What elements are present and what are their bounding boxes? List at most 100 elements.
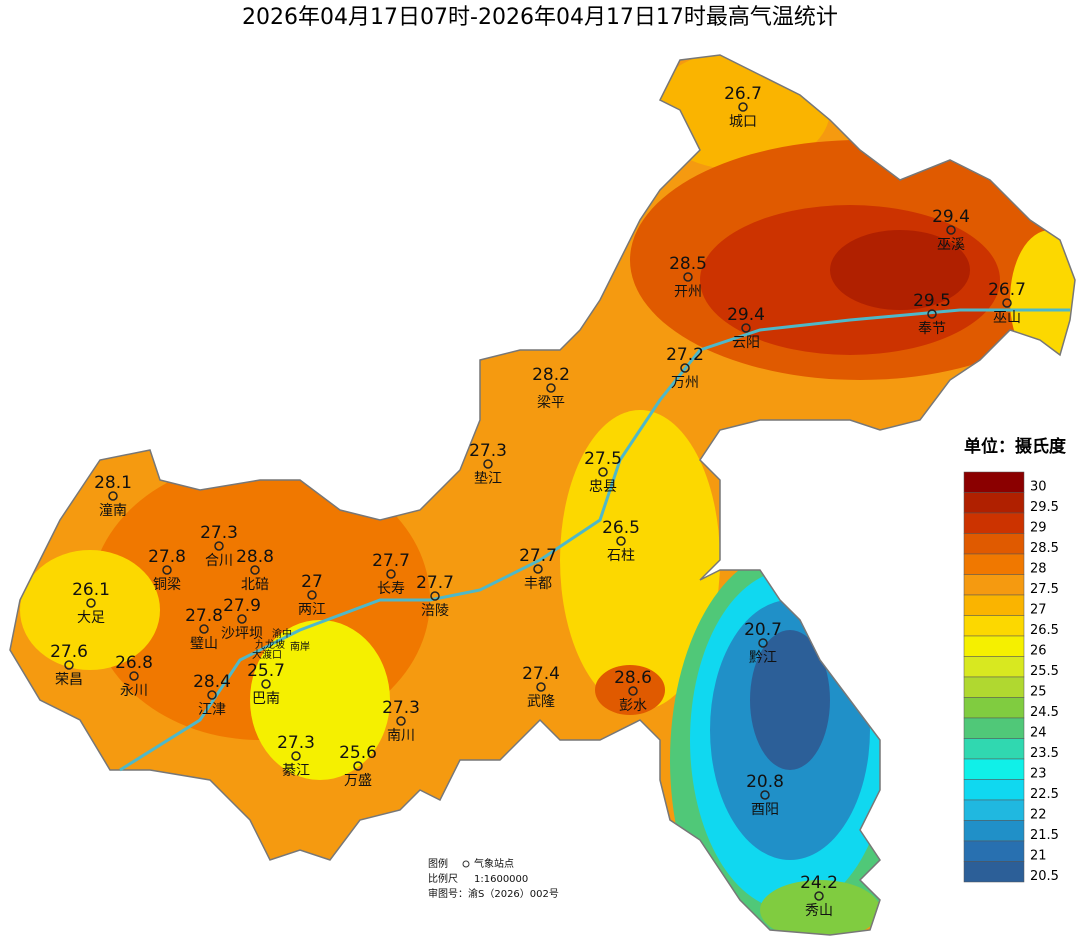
station-marker bbox=[814, 891, 824, 901]
legend-label: 25.5 bbox=[1030, 664, 1059, 679]
station-value: 27.3 bbox=[200, 523, 238, 543]
station-marker bbox=[683, 272, 693, 282]
station-value: 26.7 bbox=[988, 280, 1026, 300]
legend-swatch bbox=[963, 697, 1025, 719]
station-name: 垫江 bbox=[474, 471, 502, 487]
note: 图例 bbox=[428, 857, 448, 870]
legend-swatch bbox=[963, 758, 1025, 780]
title: 2026年04月17日07时-2026年04月17日17时最高气温统计 bbox=[242, 5, 838, 30]
station-value: 27.3 bbox=[382, 698, 420, 718]
legend-swatch bbox=[963, 779, 1025, 801]
legend-swatch bbox=[963, 840, 1025, 862]
station-marker bbox=[598, 467, 608, 477]
note: 气象站点 bbox=[474, 857, 514, 870]
station-name: 武隆 bbox=[527, 694, 555, 710]
legend-swatch bbox=[963, 533, 1025, 555]
station-value: 27.7 bbox=[519, 546, 557, 566]
station-value: 20.8 bbox=[746, 772, 784, 792]
station-value: 29.5 bbox=[913, 291, 951, 311]
station-name: 丰都 bbox=[524, 576, 552, 592]
legend-label: 21.5 bbox=[1030, 828, 1059, 843]
station-marker bbox=[129, 671, 139, 681]
station-value: 26.8 bbox=[115, 653, 153, 673]
station-marker bbox=[396, 716, 406, 726]
station-name: 长寿 bbox=[377, 580, 405, 597]
station-marker bbox=[546, 383, 556, 393]
legend-symbol bbox=[462, 860, 470, 868]
station-value: 29.4 bbox=[727, 305, 765, 325]
station-marker bbox=[307, 590, 317, 600]
station-marker bbox=[758, 638, 768, 648]
station-value: 26.7 bbox=[724, 84, 762, 104]
station-name: 永川 bbox=[120, 683, 148, 699]
station-name: 彭水 bbox=[619, 698, 647, 714]
notes: 图例 气象站点 比例尺 1:1600000 审图号：渝S（2026）002号 bbox=[428, 857, 559, 900]
station-marker bbox=[162, 565, 172, 575]
station-marker bbox=[386, 569, 396, 579]
legend-swatch bbox=[963, 738, 1025, 760]
legend-label: 25 bbox=[1030, 685, 1047, 700]
station-value: 20.7 bbox=[744, 620, 782, 640]
station-name: 两江 bbox=[298, 602, 326, 618]
legend-swatch bbox=[963, 594, 1025, 616]
legend-swatch bbox=[963, 656, 1025, 678]
station-marker bbox=[760, 790, 770, 800]
station-value: 24.2 bbox=[800, 873, 838, 893]
station-value: 27.4 bbox=[522, 664, 560, 684]
legend-label: 26 bbox=[1030, 644, 1047, 659]
station-marker bbox=[86, 598, 96, 608]
station-value: 27.6 bbox=[50, 642, 88, 662]
station-value: 27.7 bbox=[372, 551, 410, 571]
station-name: 涪陵 bbox=[421, 603, 449, 619]
legend-label: 24 bbox=[1030, 726, 1047, 741]
station-marker bbox=[628, 686, 638, 696]
legend-label: 30 bbox=[1030, 480, 1047, 495]
station-marker bbox=[430, 591, 440, 601]
station-value: 27.7 bbox=[416, 573, 454, 593]
temperature-field bbox=[10, 55, 1075, 935]
station-marker bbox=[1002, 298, 1012, 308]
station-marker bbox=[741, 323, 751, 333]
station-name: 荣昌 bbox=[55, 672, 83, 688]
station-value: 28.1 bbox=[94, 473, 132, 493]
legend-swatch bbox=[963, 615, 1025, 637]
legend-label: 22.5 bbox=[1030, 787, 1059, 802]
station-marker bbox=[237, 614, 247, 624]
legend-label: 23 bbox=[1030, 767, 1047, 782]
station-value: 26.1 bbox=[72, 580, 110, 600]
legend-label: 28.5 bbox=[1030, 541, 1059, 556]
minor-label: 九龙坡 bbox=[255, 638, 285, 651]
station-name: 北碚 bbox=[241, 577, 269, 593]
station-name: 奉节 bbox=[918, 321, 946, 337]
station-marker bbox=[199, 624, 209, 634]
station-name: 忠县 bbox=[589, 479, 617, 495]
station-value: 28.4 bbox=[193, 672, 231, 692]
note: 1:1600000 bbox=[474, 874, 528, 885]
station-value: 27.3 bbox=[277, 733, 315, 753]
note: 审图号：渝S（2026）002号 bbox=[428, 887, 559, 900]
minor-label: 南岸 bbox=[290, 640, 310, 653]
legend-swatch bbox=[963, 471, 1025, 493]
legend-swatch bbox=[963, 574, 1025, 596]
station-value: 27.9 bbox=[223, 596, 261, 616]
station-name: 巴南 bbox=[252, 691, 280, 707]
station-name: 铜梁 bbox=[153, 577, 181, 593]
station-value: 27.8 bbox=[185, 606, 223, 626]
legend-swatch bbox=[963, 799, 1025, 821]
station-marker bbox=[927, 309, 937, 319]
legend-label: 29 bbox=[1030, 521, 1047, 536]
legend-swatch bbox=[963, 717, 1025, 739]
station-name: 黔江 bbox=[749, 650, 777, 666]
station-name: 沙坪坝 bbox=[221, 626, 263, 642]
station-marker bbox=[250, 565, 260, 575]
station-marker bbox=[64, 660, 74, 670]
station-value: 28.8 bbox=[236, 547, 274, 567]
legend-label: 21 bbox=[1030, 849, 1047, 864]
station-name: 云阳 bbox=[732, 335, 760, 351]
legend: 单位：摄氏度 30 29.5 29 28.5 28 27.5 27 26.5 26 25.5 25 24… bbox=[963, 436, 1067, 884]
station-value: 27 bbox=[301, 572, 323, 592]
legend-label: 29.5 bbox=[1030, 500, 1059, 515]
station-marker bbox=[214, 541, 224, 551]
station-name: 万盛 bbox=[344, 773, 372, 789]
legend-label: 27 bbox=[1030, 603, 1047, 618]
